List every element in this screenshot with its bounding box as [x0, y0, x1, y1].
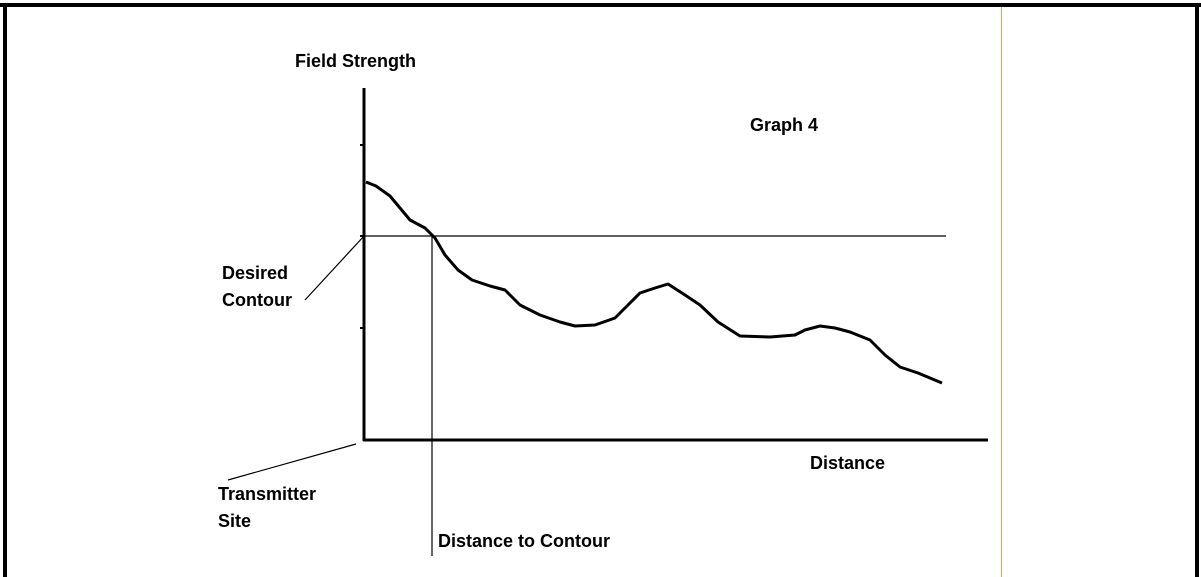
field-curve	[365, 180, 943, 385]
distance-label: Distance to Contour	[438, 531, 610, 551]
contour-pointer	[304, 235, 365, 301]
origin-label: Transmitter	[218, 484, 316, 504]
x-axis-label: Distance	[810, 453, 885, 473]
origin-pointer	[227, 443, 357, 481]
graph-title: Graph 4	[750, 115, 818, 135]
y-axis-label: Field Strength	[295, 51, 416, 71]
contour-label: Desired	[222, 263, 288, 283]
origin-label: Site	[218, 511, 251, 531]
contour-label: Contour	[222, 290, 292, 310]
